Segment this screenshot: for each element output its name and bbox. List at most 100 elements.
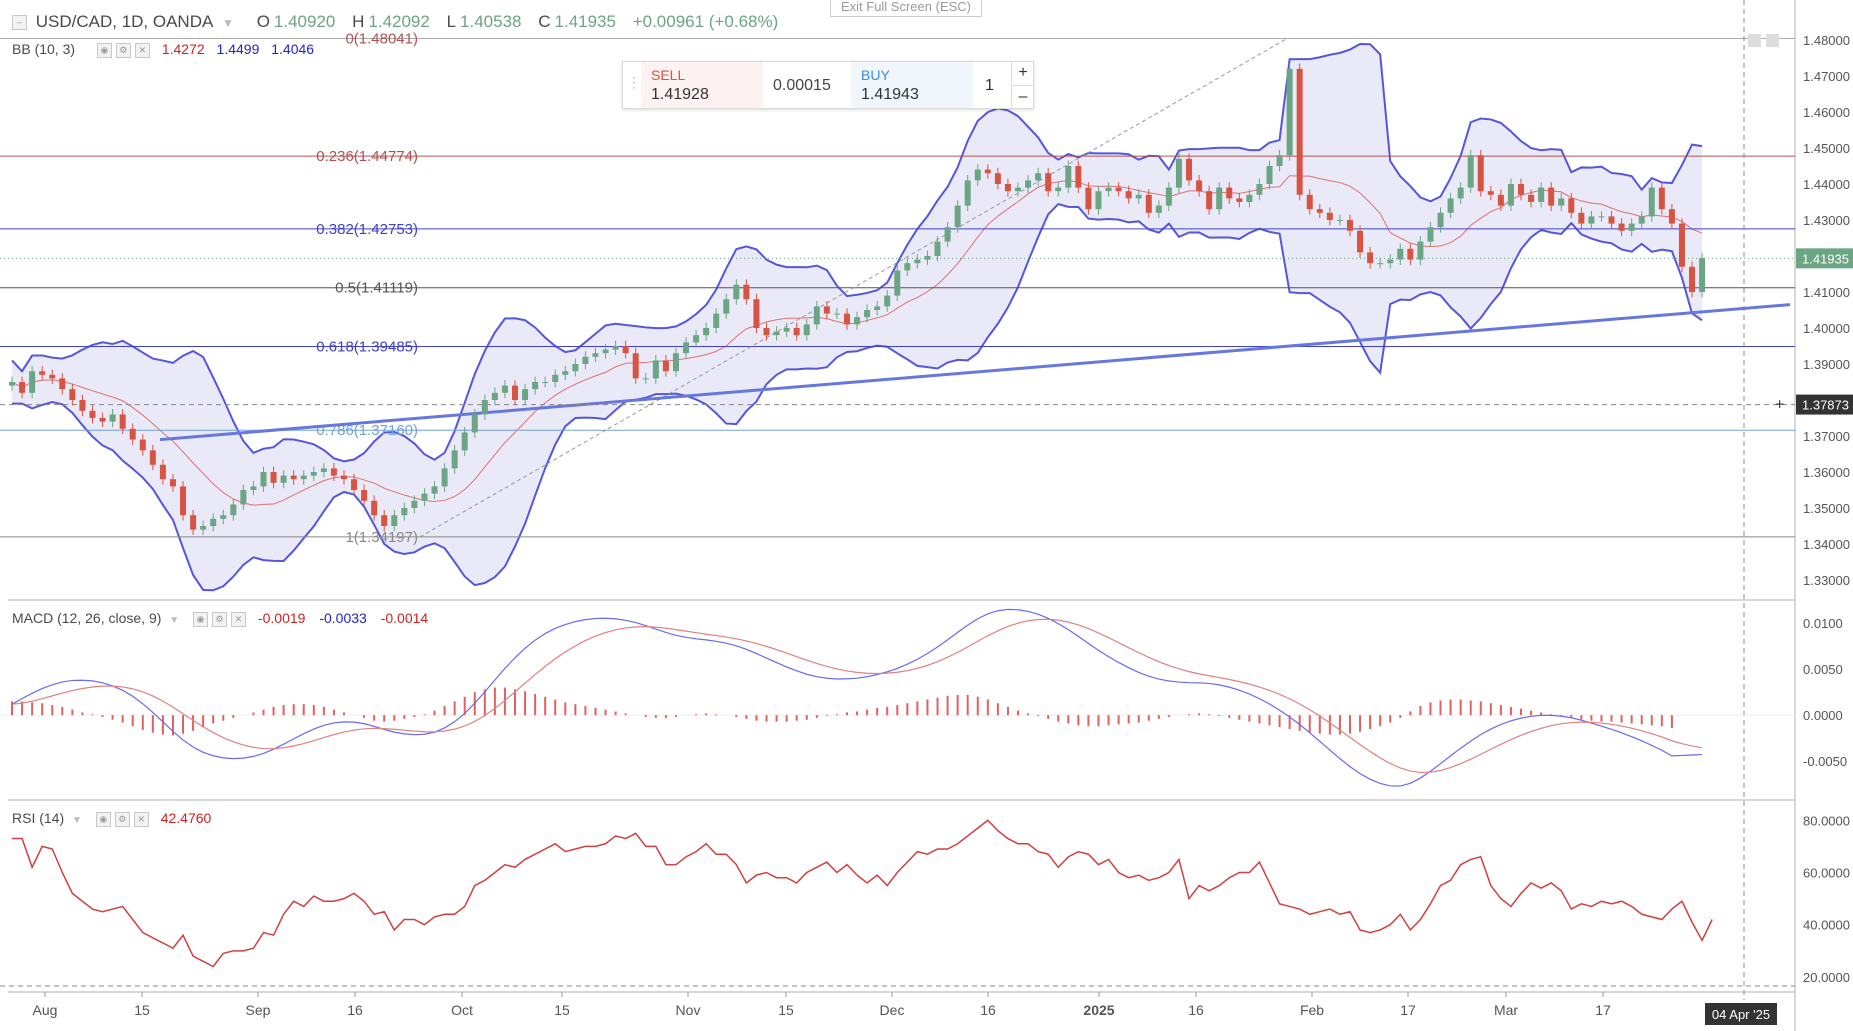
candle-body: [300, 475, 307, 480]
candle-body: [1065, 166, 1072, 188]
close-icon[interactable]: ✕: [133, 811, 149, 827]
price-axis-label: 1.44000: [1803, 177, 1850, 192]
close-icon[interactable]: ✕: [134, 42, 150, 58]
candle-body: [1336, 220, 1343, 221]
candle-body: [642, 378, 649, 380]
symbol-title[interactable]: USD/CAD, 1D, OANDA: [35, 12, 214, 31]
candle-body: [1487, 191, 1494, 195]
fib-label: 0.382(1.42753): [316, 221, 418, 238]
candle-body: [260, 472, 267, 487]
quantity-input[interactable]: 1: [985, 77, 994, 94]
candle-body: [49, 374, 56, 379]
candle-body: [1175, 158, 1182, 188]
candle-body: [1135, 194, 1142, 199]
close-icon[interactable]: ✕: [231, 611, 247, 627]
candle-body: [19, 382, 26, 393]
candle-body: [1467, 155, 1474, 188]
scroll-up-icon[interactable]: [1766, 34, 1779, 47]
candle-body: [803, 324, 810, 336]
open-label: O: [256, 12, 270, 31]
eye-icon[interactable]: ◉: [96, 42, 112, 58]
candle-body: [1628, 223, 1635, 231]
candle-body: [894, 270, 901, 296]
candle-body: [1578, 212, 1585, 224]
eye-icon[interactable]: ◉: [95, 811, 111, 827]
time-axis-label: Feb: [1300, 1002, 1324, 1018]
chevron-down-icon[interactable]: ▼: [72, 815, 82, 826]
candle-body: [1588, 216, 1595, 224]
time-axis-label: Aug: [33, 1002, 58, 1018]
candle-body: [1266, 166, 1273, 184]
exit-fullscreen-button[interactable]: Exit Full Screen (ESC): [830, 0, 982, 17]
trade-panel: ⋮ SELL 1.41928 0.00015 BUY 1.41943 1 + –: [622, 61, 1034, 109]
gear-icon[interactable]: ⚙: [114, 811, 130, 827]
candle-body: [1608, 216, 1615, 224]
candle-body: [39, 371, 46, 375]
candle-body: [1397, 248, 1404, 260]
time-axis-label: 17: [1400, 1002, 1416, 1018]
macd-axis-label: 0.0050: [1803, 662, 1843, 677]
close-value: 1.41935: [554, 12, 616, 31]
candle-body: [532, 382, 539, 390]
candle-body: [592, 353, 599, 357]
scroll-down-icon[interactable]: [1748, 34, 1761, 47]
crosshair-plus-icon: +: [1775, 397, 1784, 414]
gear-icon[interactable]: ⚙: [115, 42, 131, 58]
candle-body: [1055, 187, 1062, 192]
candle-body: [1306, 194, 1313, 210]
candle-body: [753, 299, 760, 328]
open-value: 1.40920: [273, 12, 336, 31]
candle-body: [89, 410, 96, 418]
candle-body: [481, 400, 488, 415]
macd-legend-name[interactable]: MACD (12, 26, close, 9): [12, 610, 162, 626]
candle-body: [582, 356, 589, 364]
chevron-down-icon[interactable]: ▼: [222, 16, 234, 30]
macd-hist-value: -0.0019: [257, 610, 306, 626]
candle-body: [974, 169, 981, 181]
chevron-down-icon[interactable]: ▼: [169, 615, 180, 626]
candle-body: [1165, 187, 1172, 206]
macd-axis-label: -0.0050: [1803, 754, 1847, 769]
candle-body: [159, 464, 166, 480]
candle-body: [290, 475, 297, 480]
increase-quantity-button[interactable]: +: [1011, 62, 1034, 84]
decrease-quantity-button[interactable]: –: [1011, 85, 1034, 108]
drag-handle-icon[interactable]: ⋮: [627, 74, 641, 90]
candle-body: [1206, 191, 1213, 210]
price-axis-label: 1.34000: [1803, 537, 1850, 552]
date-tag-bg: [1705, 1003, 1777, 1025]
sell-button[interactable]: SELL 1.41928: [641, 62, 763, 108]
candle-body: [542, 382, 549, 383]
time-axis-label: Dec: [880, 1002, 905, 1018]
candle-body: [421, 493, 428, 501]
bb-legend-name[interactable]: BB (10, 3): [12, 41, 76, 57]
gear-icon[interactable]: ⚙: [212, 611, 228, 627]
buy-button[interactable]: BUY 1.41943: [851, 62, 973, 108]
candle-body: [220, 515, 227, 519]
candle-body: [411, 500, 418, 508]
time-axis-label: 15: [554, 1002, 570, 1018]
candle-body: [904, 263, 911, 271]
eye-icon[interactable]: ◉: [193, 611, 209, 627]
candle-body: [1145, 194, 1152, 213]
candle-body: [823, 306, 830, 314]
candle-body: [1538, 187, 1545, 202]
time-axis-label: 16: [347, 1002, 363, 1018]
candle-body: [361, 490, 368, 501]
candle-body: [994, 173, 1001, 184]
candle-body: [180, 486, 187, 516]
rsi-legend-name[interactable]: RSI (14): [12, 810, 65, 826]
candle-body: [270, 472, 277, 483]
bb-basis-value: 1.4272: [161, 41, 205, 57]
candle-body: [391, 515, 398, 526]
candle-body: [29, 371, 36, 393]
low-value: 1.40538: [460, 12, 522, 31]
time-axis-label: Mar: [1494, 1002, 1518, 1018]
fib-trend-line: [419, 38, 1288, 538]
candle-body: [1276, 155, 1283, 166]
candle-body: [813, 306, 820, 325]
candle-body: [401, 508, 408, 516]
collapse-icon[interactable]: –: [12, 15, 27, 31]
crosshair-price-tag: 1.37873: [1802, 398, 1849, 413]
